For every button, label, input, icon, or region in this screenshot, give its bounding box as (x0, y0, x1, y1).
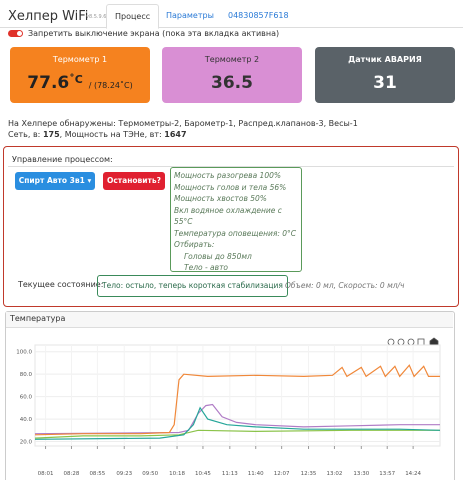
volume-text: Объем: 0 мл, Скорость: 0 мл/ч (285, 281, 405, 290)
setting: Температура оповещения: 0°C (174, 228, 297, 238)
series-line (34, 364, 440, 436)
card-extra: / (78.24˚C) (88, 81, 133, 90)
chart-panel-title: Температура (10, 314, 66, 323)
x-tick-label: 09:50 (142, 471, 158, 477)
series-line (34, 429, 440, 439)
x-tick-label: 13:30 (353, 471, 369, 477)
y-tick-label: 40.0 (20, 417, 33, 423)
setting: Вкл водяное охлаждение с 55°C (174, 205, 282, 227)
card: Термометр 2 36.5 (162, 47, 302, 103)
setting: Мощность разогрева 100% (174, 171, 282, 180)
mode-button[interactable]: Спирт Авто 3в1 ▾ (15, 172, 95, 190)
chart: 20.0 40.0 60.0 80.0 100.0 08:01 08:28 08:55 09:2… (16, 337, 441, 477)
chart-panel-header (6, 312, 453, 328)
x-tick-label: 13:02 (327, 471, 343, 477)
setting: Отбирать: (174, 240, 215, 249)
y-tick-label: 60.0 (20, 395, 33, 401)
setting: Мощность хвостов 50% (174, 194, 267, 203)
y-tick-label: 80.0 (20, 372, 33, 378)
network-value: 175 (42, 130, 60, 139)
chart-toolbar[interactable] (387, 337, 439, 346)
y-tick-label: 100.0 (16, 350, 32, 356)
x-tick-label: 13:57 (379, 471, 395, 477)
toggle-switch[interactable] (8, 30, 23, 37)
control-panel (3, 146, 459, 307)
x-tick-label: 10:45 (195, 471, 211, 477)
setting: Тело - авто (184, 263, 229, 272)
stop-button[interactable]: Остановить? (103, 172, 165, 190)
x-tick-label: 08:01 (38, 471, 54, 477)
card-value: 36.5 (211, 73, 253, 93)
toggle-label: Запретить выключение экрана (пока эта вк… (28, 29, 280, 38)
divider (8, 166, 454, 167)
x-tick-label: 10:18 (169, 471, 185, 477)
state-box: Тело: остыло, теперь короткая стабилизац… (97, 275, 288, 297)
tab-active[interactable]: Процесс (106, 4, 160, 29)
card-unit: ˚C (69, 73, 83, 86)
card: Термометр 1 77.6˚C / (78.24˚C) (10, 47, 150, 103)
x-tick-label: 08:28 (64, 471, 80, 477)
x-tick-label: 11:13 (222, 471, 238, 477)
power-value: 1647 (164, 130, 187, 139)
control-title: Управление процессом: (12, 155, 113, 164)
x-tick-label: 11:40 (248, 471, 264, 477)
setting: Головы до 850мл (184, 251, 252, 261)
x-tick-label: 14:24 (405, 471, 421, 477)
mode-button-label: Спирт Авто 3в1 (18, 176, 85, 185)
card: Датчик АВАРИЯ 31 (315, 47, 455, 103)
tab[interactable]: 04830857F618 (228, 11, 289, 20)
settings-box: Мощность разогрева 100% Мощность голов и… (170, 167, 302, 272)
card-value: 31 (373, 73, 397, 93)
y-tick-label: 20.0 (20, 440, 33, 446)
card-value: 77.6 (27, 73, 70, 93)
card-value-group: 77.6˚C / (78.24˚C) (10, 73, 150, 93)
series-line (34, 406, 441, 440)
network-text: Сеть, в: 175, Мощность на ТЭНе, вт: 1647 (8, 130, 187, 139)
x-tick-label: 12:07 (274, 471, 290, 477)
setting: Мощность голов и тела 56% (174, 182, 287, 192)
card-label: Датчик АВАРИЯ (348, 55, 422, 64)
version: v8.5.9.68 (86, 14, 110, 20)
power-label: , Мощность на ТЭНе, вт: (59, 130, 162, 139)
network-label: Сеть, в: (8, 130, 41, 139)
x-tick-label: 08:55 (89, 471, 105, 477)
card-label: Термометр 2 (204, 55, 260, 64)
chart-panel (5, 311, 455, 480)
card-label: Термометр 1 (52, 55, 108, 64)
tab-border (0, 27, 463, 28)
x-tick-label: 12:35 (301, 471, 317, 477)
app-title: Хелпер WiFi (8, 9, 89, 24)
state-label: Текущее состояние: (18, 280, 104, 289)
detected-text: На Хелпере обнаружены: Термометры-2, Бар… (8, 119, 358, 128)
x-tick-label: 09:23 (116, 471, 132, 477)
tab[interactable]: Параметры (166, 11, 214, 20)
